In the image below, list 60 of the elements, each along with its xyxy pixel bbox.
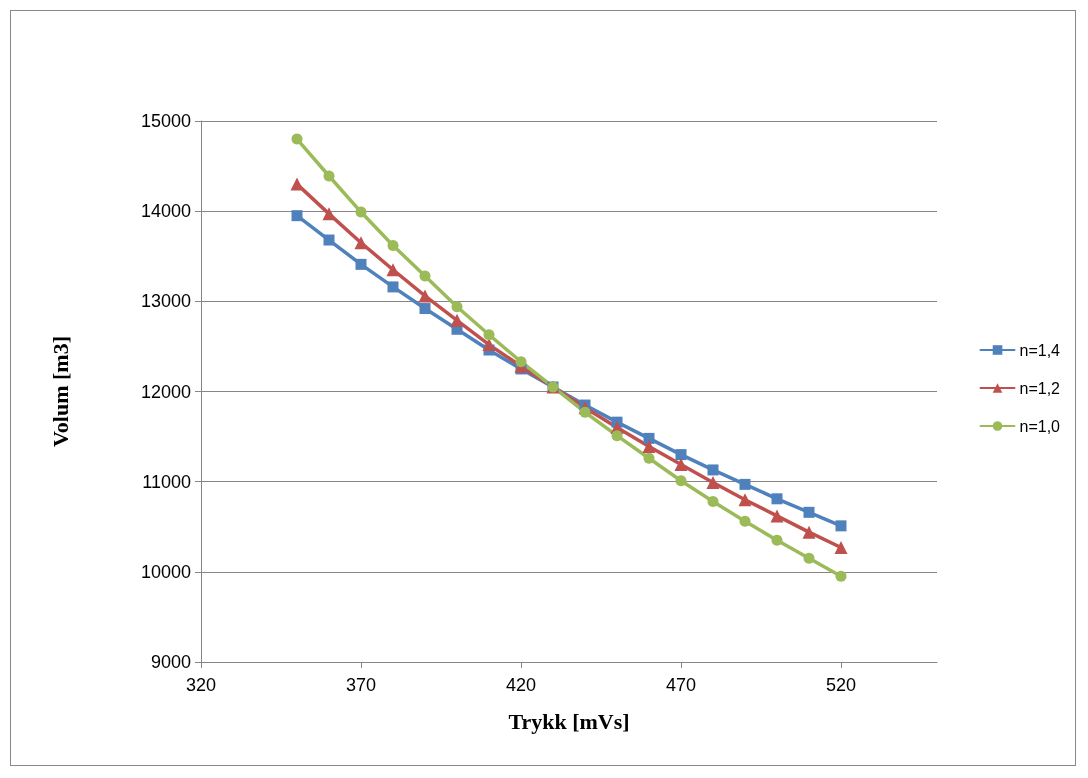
point <box>739 515 751 527</box>
point <box>642 440 656 453</box>
x-tick-label: 420 <box>505 675 537 695</box>
point <box>323 170 335 182</box>
y-tick-label: 15000 <box>140 111 191 131</box>
point <box>738 493 752 507</box>
point <box>482 338 496 352</box>
y-tick-label: 13000 <box>140 291 191 312</box>
point <box>643 452 655 464</box>
point <box>579 406 591 418</box>
y-tick-label: 12000 <box>140 381 191 402</box>
point <box>450 313 464 327</box>
point <box>355 206 367 218</box>
point <box>323 234 335 246</box>
point <box>451 301 463 313</box>
x-tick-label: 470 <box>665 675 697 695</box>
point <box>739 478 751 490</box>
y-tick-label: 11000 <box>142 471 191 492</box>
x-tick-label: 320 <box>185 675 217 695</box>
y-tick-label: 10000 <box>140 561 191 582</box>
point <box>291 133 303 145</box>
point <box>387 239 399 251</box>
point <box>707 496 719 507</box>
point <box>835 520 847 532</box>
x-tick-label: 520 <box>825 675 857 695</box>
point <box>515 356 527 368</box>
point <box>803 552 815 564</box>
point <box>387 281 399 293</box>
point <box>771 534 783 546</box>
point <box>611 430 623 442</box>
point <box>675 449 687 461</box>
x-axis-title: Trykk [mVs] <box>508 708 630 734</box>
y-tick-label: 9000 <box>150 652 191 672</box>
point <box>706 476 720 490</box>
point <box>386 263 400 277</box>
point <box>483 329 495 341</box>
point <box>707 464 719 476</box>
point <box>834 540 848 554</box>
point <box>322 207 336 221</box>
point <box>643 432 655 444</box>
point <box>355 258 367 270</box>
point <box>803 506 815 518</box>
y-tick-label: 14000 <box>140 201 191 222</box>
legend-label: n=1,0 <box>1019 417 1061 435</box>
point <box>354 236 368 250</box>
y-axis-title: Volum [m3] <box>47 335 73 448</box>
point <box>771 493 783 505</box>
point <box>835 570 847 582</box>
point <box>290 177 304 191</box>
point <box>770 509 784 523</box>
point <box>675 475 687 487</box>
point <box>674 458 688 472</box>
point <box>419 270 431 282</box>
legend-label: n=1,2 <box>1019 379 1061 397</box>
point <box>291 210 303 222</box>
legend-label: n=1,4 <box>1019 341 1061 359</box>
point <box>802 525 816 539</box>
point <box>419 303 431 315</box>
point <box>418 289 432 303</box>
x-tick-label: 370 <box>345 675 377 695</box>
